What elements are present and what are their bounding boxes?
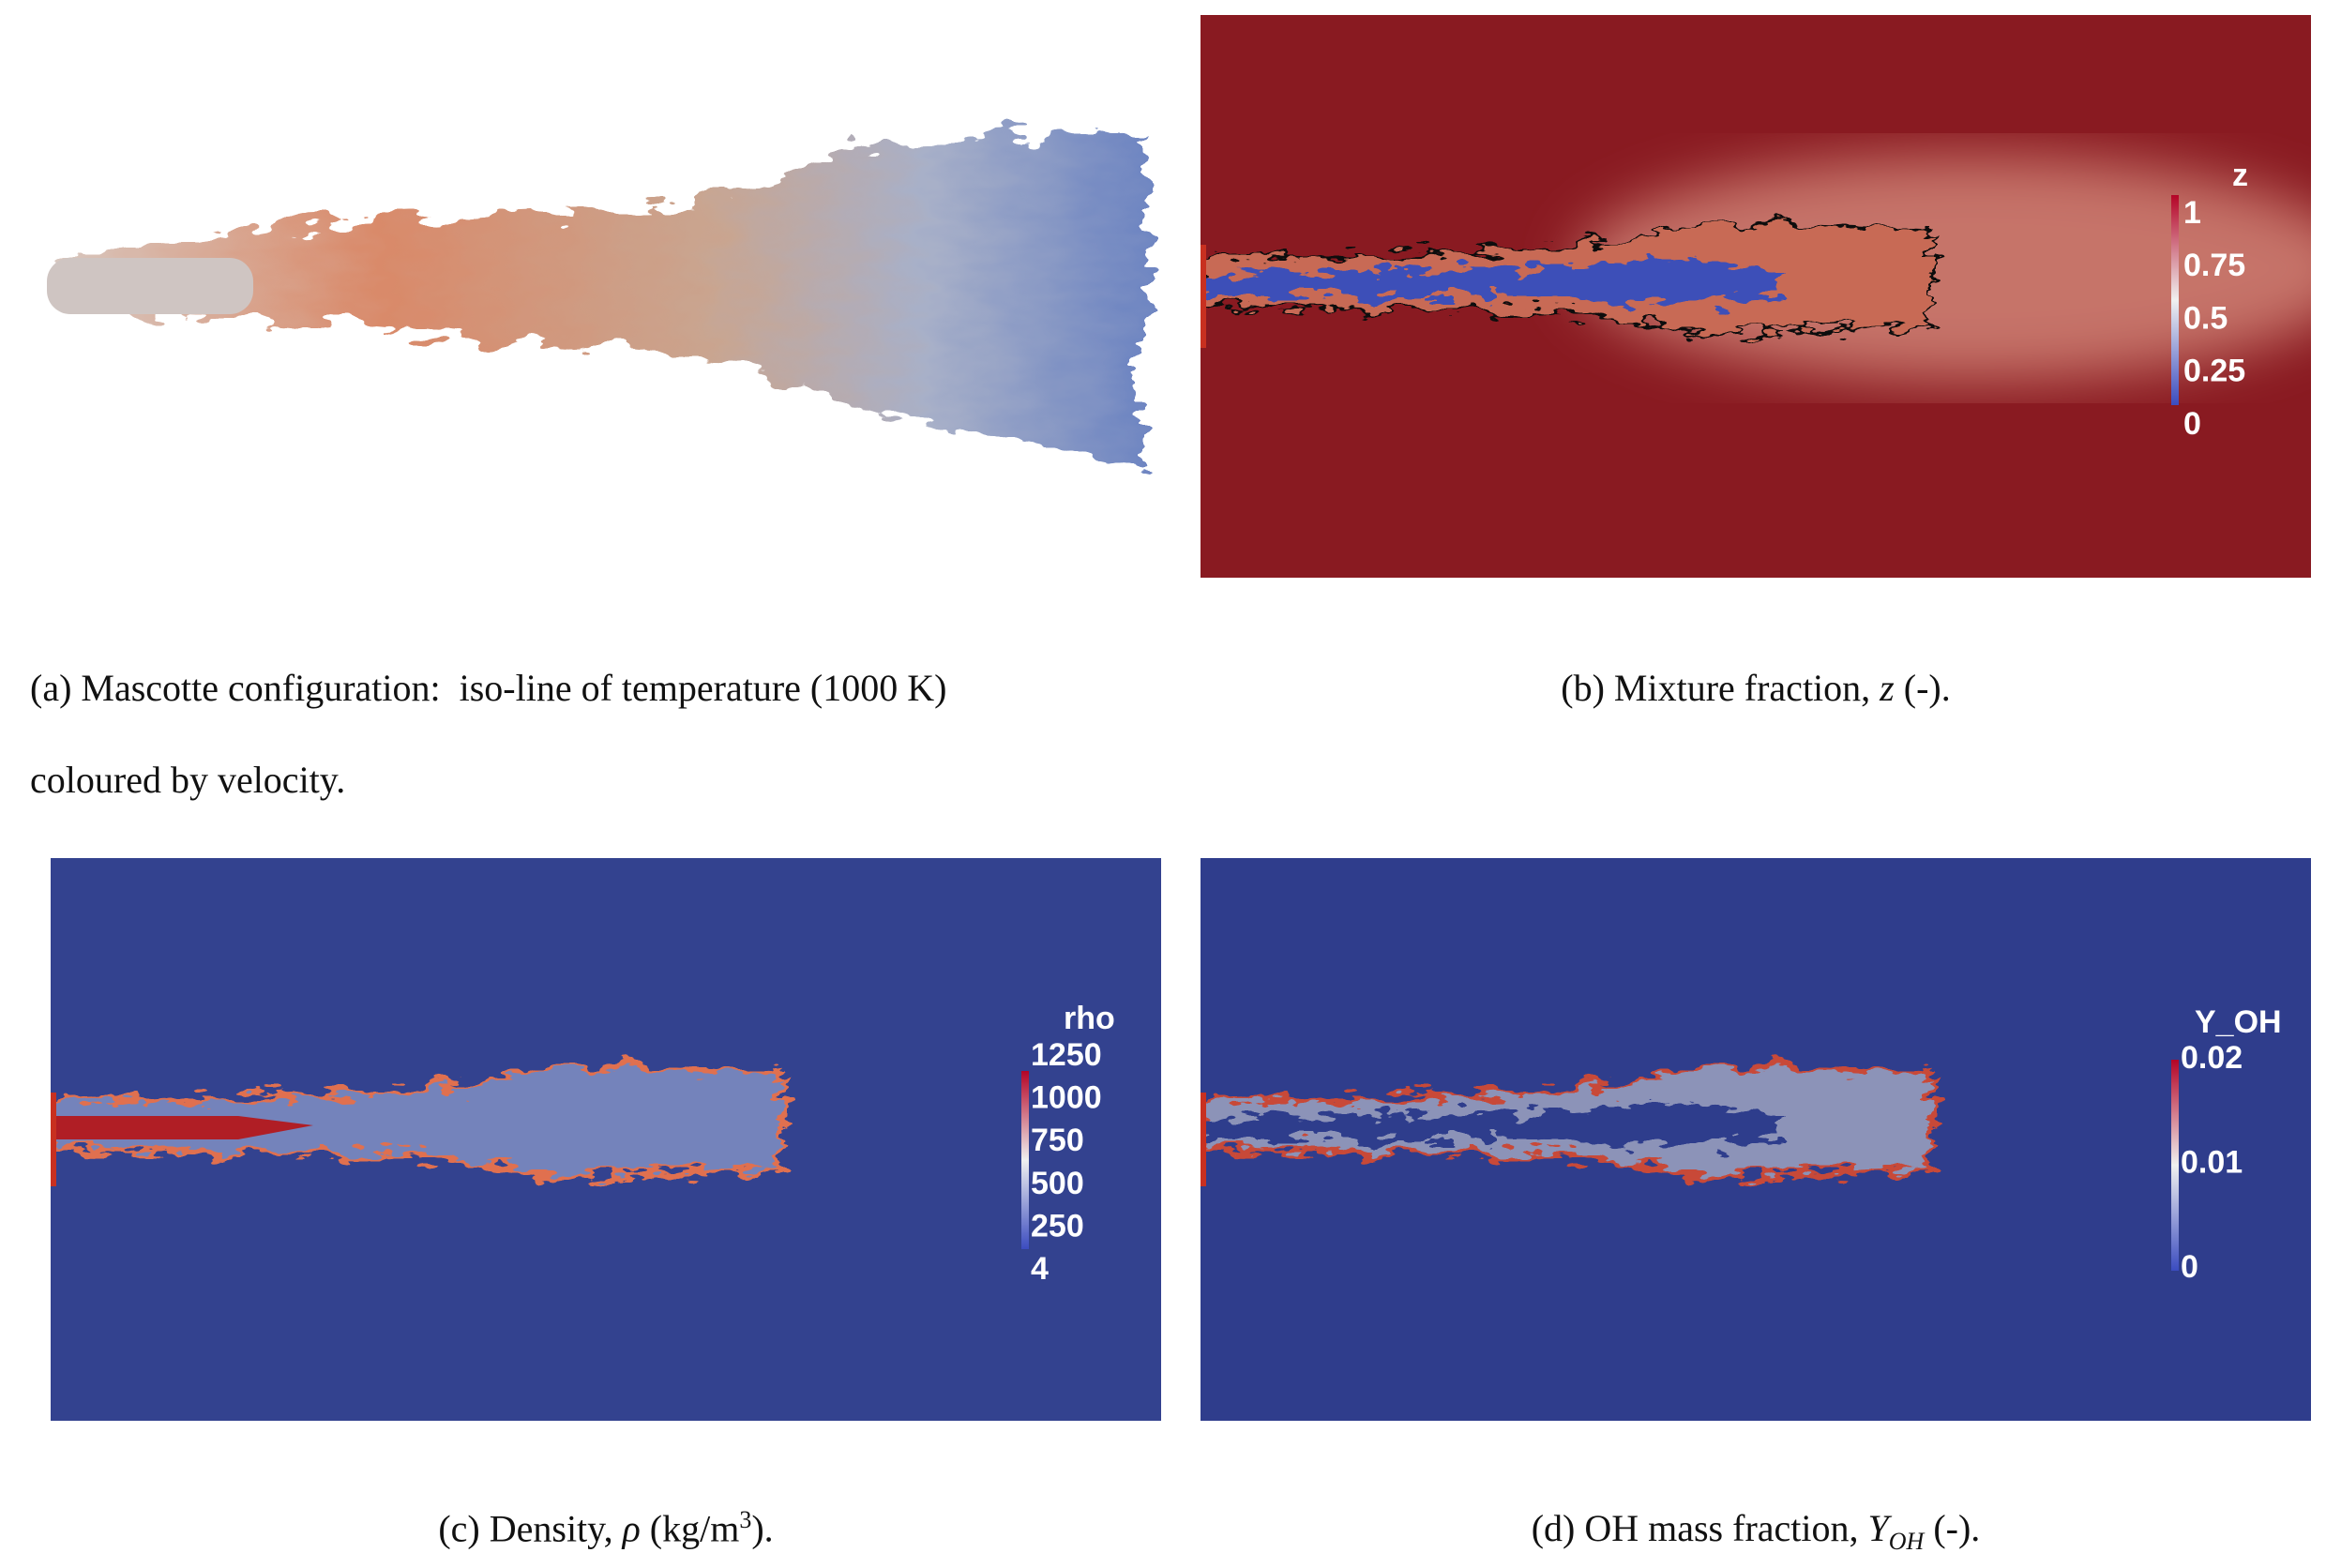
panel-b-image: z 1 0.75 0.5 0.25 0 (1201, 15, 2311, 578)
panel-d-image: Y_OH 0.02 0.01 0 (1201, 858, 2311, 1421)
colorbar-tick-label: 500 (1031, 1166, 1084, 1201)
panel-c-image: rho 1250 1000 750 500 250 4 (51, 858, 1161, 1421)
caption-text: (d) OH mass fraction, (1531, 1507, 1868, 1549)
colorbar-tick-label: 0.25 (2183, 354, 2245, 389)
caption-text: (-). (1894, 667, 1951, 709)
colorbar-tick-label: 0 (2181, 1249, 2198, 1285)
colorbar-tick-label: 250 (1031, 1208, 1084, 1244)
colorbar-tick-label: 0.02 (2181, 1040, 2243, 1076)
caption-text: (kg/m (640, 1507, 740, 1550)
caption-symbol: ρ (622, 1507, 641, 1550)
caption-symbol: z (1880, 667, 1895, 709)
colorbar-ticks: 0.02 0.01 0 (2181, 1040, 2243, 1285)
colorbar-title: rho (1064, 1001, 1115, 1036)
colorbar-ticks: 1 0.75 0.5 0.25 0 (2183, 195, 2245, 442)
caption-text: (-). (1924, 1507, 1981, 1549)
caption-text: (c) Density, (438, 1507, 623, 1550)
colorbar-tick-label: 0.01 (2181, 1144, 2243, 1180)
caption-subscript: OH (1888, 1528, 1925, 1555)
colorbar-tick-label: 1250 (1031, 1037, 1102, 1073)
caption-text: (b) Mixture fraction, (1561, 667, 1880, 709)
caption: (d) OH mass fraction, YOH (-). (1532, 1506, 1981, 1556)
colorbar-tick-label: 0.5 (2183, 300, 2228, 336)
caption: (c) Density, ρ (kg/m3). (438, 1506, 773, 1550)
caption-superscript: 3 (739, 1506, 752, 1533)
caption: (a) Mascotte configuration: iso-line of … (30, 667, 947, 709)
colorbar-tick-label: 0 (2183, 406, 2201, 442)
colorbar-ticks: 1250 1000 750 500 250 4 (1031, 1037, 1102, 1287)
caption: (b) Mixture fraction, z (-). (1561, 666, 1950, 710)
caption-symbol: Y (1867, 1507, 1889, 1549)
colorbar-title: Y_OH (2195, 1004, 2282, 1040)
caption-text: ). (751, 1507, 774, 1550)
colorbar-tick-label: 1 (2183, 195, 2201, 231)
colorbar-tick-label: 750 (1031, 1123, 1084, 1158)
panel-a-image (47, 131, 1144, 469)
caption: coloured by velocity. (30, 759, 346, 801)
colorbar-title: z (2232, 158, 2248, 193)
colorbar-tick-label: 1000 (1031, 1080, 1102, 1116)
colorbar-tick-label: 0.75 (2183, 248, 2245, 283)
colorbar-tick-label: 4 (1031, 1251, 1049, 1287)
